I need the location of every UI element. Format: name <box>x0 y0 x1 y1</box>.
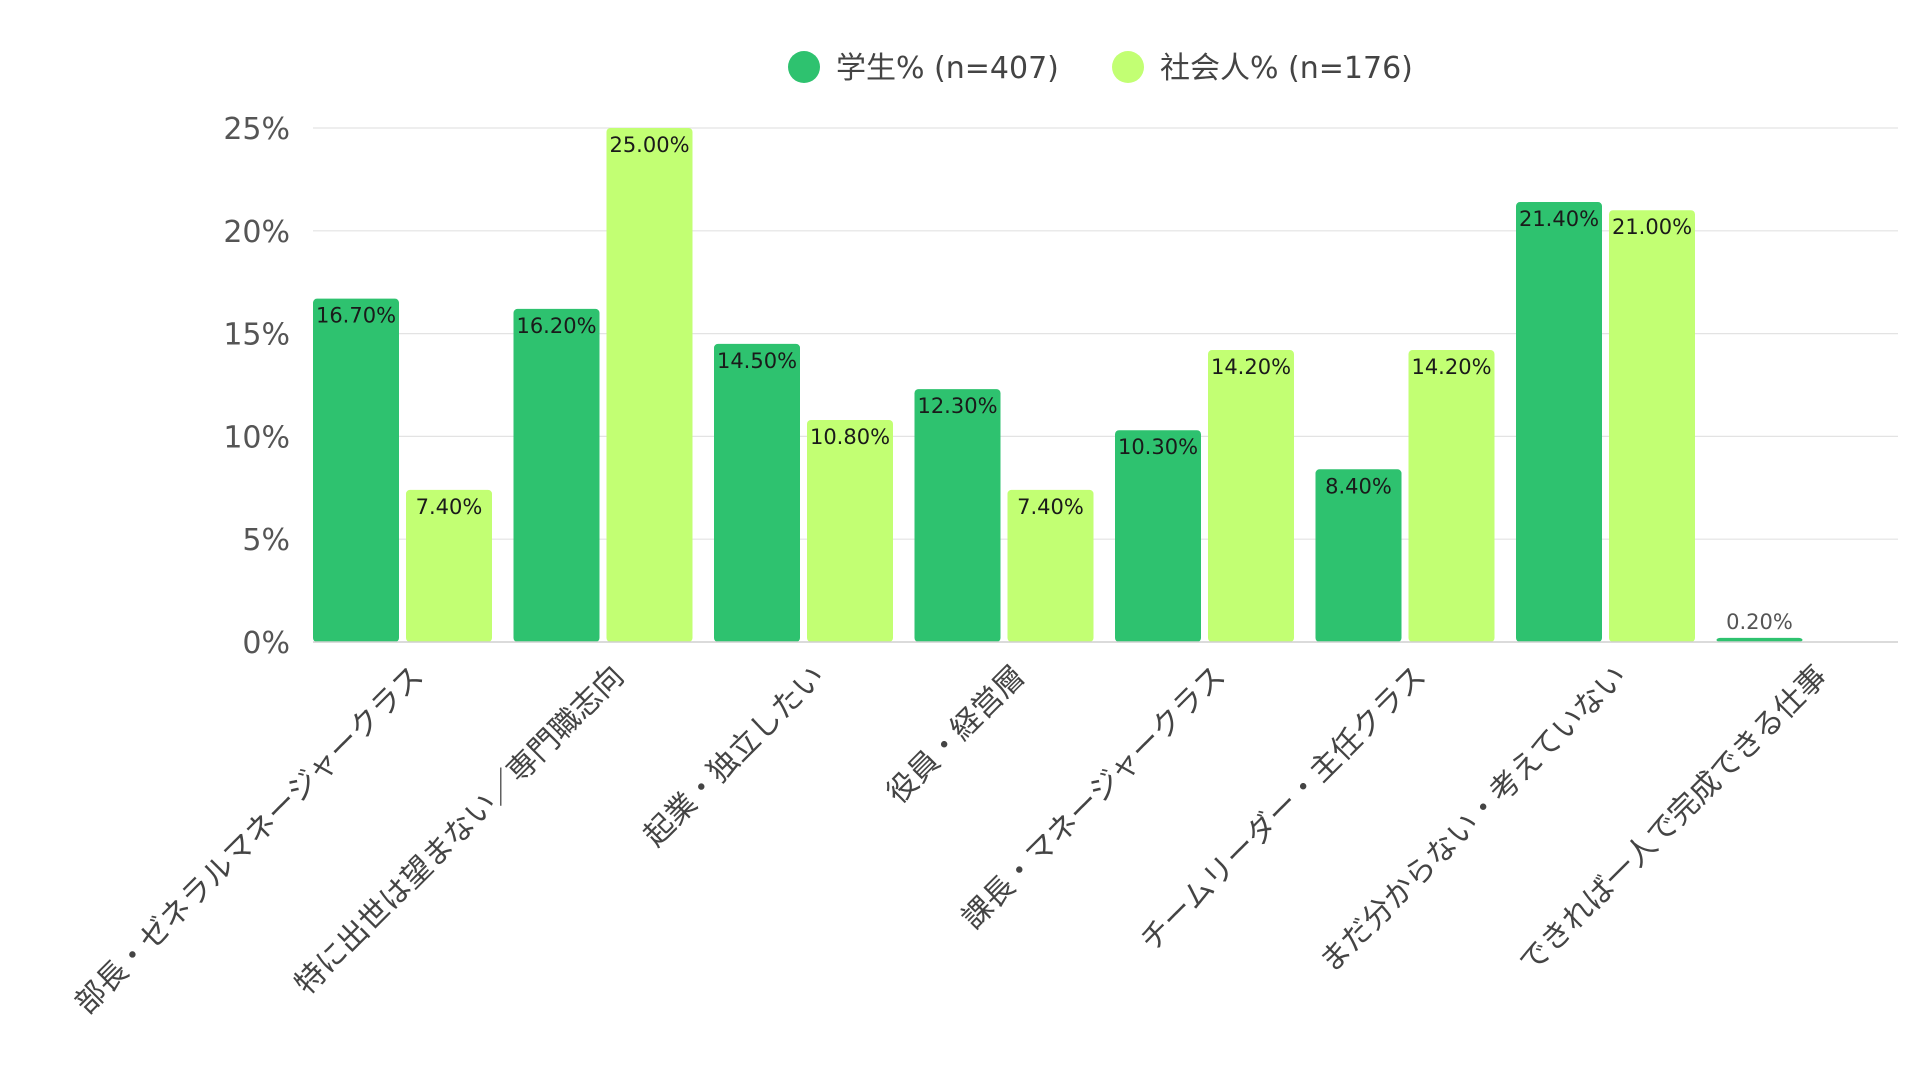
bars <box>313 128 1803 643</box>
y-tick-label: 25% <box>223 112 290 147</box>
data-label: 14.20% <box>1211 355 1291 379</box>
data-label: 10.30% <box>1118 435 1198 459</box>
category-labels: 部長・ゼネラルマネージャークラス特に出世は望まない／専門職志向 起業・独立したい役… <box>68 659 1834 1021</box>
data-label: 7.40% <box>416 495 483 519</box>
bar <box>1115 430 1201 642</box>
bar <box>807 419 893 642</box>
data-label: 12.30% <box>917 394 997 418</box>
y-tick-label: 10% <box>223 420 290 455</box>
legend-marker <box>788 51 820 83</box>
category-label: 特に出世は望まない／専門職志向 <box>288 659 631 1002</box>
bar <box>1315 469 1402 642</box>
category-label: 部長・ゼネラルマネージャークラス <box>68 659 430 1021</box>
data-labels: 16.70% 16.20% 14.50% 12.30% 10.30% 8.40% 21.40… <box>316 133 1793 634</box>
data-label: 14.50% <box>717 349 797 373</box>
bar <box>406 489 492 642</box>
data-label: 8.40% <box>1325 474 1392 498</box>
y-tick-label: 0% <box>242 626 290 661</box>
bar <box>1516 202 1602 643</box>
legend-label: 学生% (n=407) <box>836 51 1059 86</box>
data-label: 16.20% <box>516 314 596 338</box>
legend-label: 社会人% (n=176) <box>1160 51 1413 86</box>
y-tick-label: 15% <box>223 318 290 353</box>
legend-marker <box>1112 51 1144 83</box>
y-tick-label: 20% <box>223 215 290 250</box>
bar <box>714 343 800 642</box>
data-label: 10.80% <box>810 425 890 449</box>
category-label: 起業・独立したい <box>637 659 831 853</box>
bar <box>1408 350 1495 642</box>
data-label: 25.00% <box>609 133 689 157</box>
bar <box>1208 350 1294 642</box>
bar <box>513 308 600 642</box>
y-axis-ticks: 0% 5% 10% 15% 20% 25% <box>223 112 290 661</box>
category-label: 役員・経営層 <box>880 659 1032 811</box>
legend: 学生% (n=407) 社会人% (n=176) <box>788 51 1413 86</box>
data-label: 7.40% <box>1017 495 1084 519</box>
y-tick-label: 5% <box>242 523 290 558</box>
bar <box>914 389 1001 642</box>
data-label: 16.70% <box>316 304 396 328</box>
bar <box>1609 210 1695 643</box>
bar <box>1716 637 1803 642</box>
data-label: 14.20% <box>1411 355 1491 379</box>
bar <box>1007 489 1094 642</box>
bar <box>606 128 693 642</box>
data-label: 21.40% <box>1519 207 1599 231</box>
data-label: 21.00% <box>1612 215 1692 239</box>
bar <box>313 298 399 642</box>
data-label: 0.20% <box>1726 610 1793 634</box>
